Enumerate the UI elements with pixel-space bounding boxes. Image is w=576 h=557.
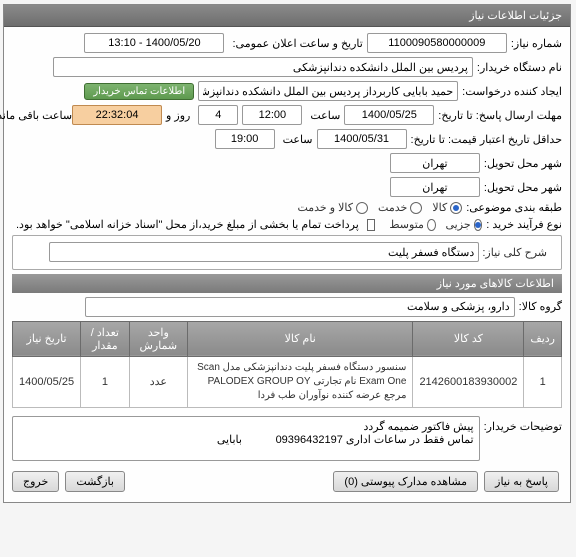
creator-label: ایجاد کننده درخواست: (463, 85, 563, 98)
row-goods-group: گروه کالا: (13, 297, 563, 317)
radio-service[interactable] (411, 202, 423, 214)
row-creator: ایجاد کننده درخواست: اطلاعات تماس خریدار (13, 81, 563, 101)
row-classification: طبقه بندی موضوعی: کالا خدمت کالا و خدمت (13, 201, 563, 214)
th-unit: واحد شمارش (130, 321, 188, 356)
process-label: نوع فرآیند خرید : (487, 218, 563, 231)
class-label: طبقه بندی موضوعی: (467, 201, 563, 214)
remain-label: ساعت باقی مانده (0, 109, 73, 122)
footer-left: پاسخ به نیاز مشاهده مدارک پیوستی (0) (334, 471, 563, 492)
cell-name: سنسور دستگاه فسفر پلیت دندانپزشکی مدل Sc… (188, 356, 413, 407)
validity-time-label: ساعت (284, 133, 314, 146)
radio-goods[interactable] (451, 202, 463, 214)
cell-qty: 1 (82, 356, 131, 407)
attachments-button[interactable]: مشاهده مدارک پیوستی (0) (334, 471, 479, 492)
radio-goods-label: کالا (433, 201, 448, 214)
validity-date (318, 129, 408, 149)
buyer-device-label: نام دستگاه خریدار: (478, 61, 563, 74)
goods-group-field (86, 297, 516, 317)
exit-button[interactable]: خروج (13, 471, 60, 492)
th-qty: تعداد / مقدار (82, 321, 131, 356)
th-name: نام کالا (188, 321, 413, 356)
city-deliv-label: شهر محل تحویل: (485, 181, 563, 194)
panel-body: شماره نیاز: تاریخ و ساعت اعلان عمومی: نا… (5, 27, 571, 502)
deadline-time-label: ساعت (311, 109, 341, 122)
cell-code: 2142600183930002 (414, 356, 525, 407)
treasury-note: پرداخت تمام یا بخشی از مبلغ خرید،از محل … (17, 218, 360, 231)
row-need-number: شماره نیاز: تاریخ و ساعت اعلان عمومی: (13, 33, 563, 53)
city-need-field (391, 153, 481, 173)
radio-medium[interactable] (428, 219, 437, 231)
items-section-title: اطلاعات کالاهای مورد نیاز (13, 274, 563, 293)
row-process: نوع فرآیند خرید : جزیی متوسط پرداخت تمام… (13, 218, 563, 231)
need-desc-panel: شرح کلی نیاز: (13, 235, 563, 270)
validity-label: حداقل تاریخ اعتبار قیمت: تا تاریخ: (412, 133, 563, 146)
days-left (199, 105, 239, 125)
announce-field (85, 33, 225, 53)
row-deadline: مهلت ارسال پاسخ: تا تاریخ: ساعت روز و سا… (13, 105, 563, 125)
time-remaining (73, 105, 163, 125)
creator-field (199, 81, 459, 101)
cell-idx: 1 (525, 356, 563, 407)
radio-medium-label: متوسط (390, 218, 425, 231)
cell-date: 1400/05/25 (14, 356, 82, 407)
contact-info-button[interactable]: اطلاعات تماس خریدار (85, 83, 195, 100)
days-label: روز و (167, 109, 191, 122)
row-city-deliv: شهر محل تحویل: (13, 177, 563, 197)
row-buyer-notes: توضیحات خریدار: (13, 416, 563, 461)
th-date: تاریخ نیاز (14, 321, 82, 356)
table-header-row: ردیف کد کالا نام کالا واحد شمارش تعداد /… (14, 321, 563, 356)
buyer-notes-label: توضیحات خریدار: (485, 416, 563, 433)
footer-bar: پاسخ به نیاز مشاهده مدارک پیوستی (0) باز… (13, 467, 563, 496)
panel-title: جزئیات اطلاعات نیاز (5, 5, 571, 27)
radio-goods-service-label: کالا و خدمت (298, 201, 354, 214)
treasury-checkbox[interactable] (368, 219, 377, 231)
radio-minor-label: جزیی (447, 218, 472, 231)
row-buyer-device: نام دستگاه خریدار: (13, 57, 563, 77)
need-details-panel: جزئیات اطلاعات نیاز شماره نیاز: تاریخ و … (4, 4, 572, 503)
footer-right: بازگشت خروج (13, 471, 129, 492)
cell-unit: عدد (130, 356, 188, 407)
deadline-time (243, 105, 303, 125)
need-no-label: شماره نیاز: (512, 37, 563, 50)
need-desc-label: شرح کلی نیاز: (483, 246, 548, 259)
deadline-label: مهلت ارسال پاسخ: تا تاریخ: (439, 109, 563, 122)
radio-minor[interactable] (475, 219, 484, 231)
table-row: 1 2142600183930002 سنسور دستگاه فسفر پلی… (14, 356, 563, 407)
deadline-date (345, 105, 435, 125)
buyer-device-field (54, 57, 474, 77)
city-deliv-field (391, 177, 481, 197)
row-city-need: شهر محل تحویل: (13, 153, 563, 173)
row-price-validity: حداقل تاریخ اعتبار قیمت: تا تاریخ: ساعت (13, 129, 563, 149)
buyer-notes-field (13, 416, 481, 461)
return-button[interactable]: بازگشت (66, 471, 126, 492)
need-desc-field (50, 242, 480, 262)
respond-button[interactable]: پاسخ به نیاز (485, 471, 560, 492)
validity-time (216, 129, 276, 149)
city-need-label: شهر محل تحویل: (485, 157, 563, 170)
th-code: کد کالا (414, 321, 525, 356)
announce-label: تاریخ و ساعت اعلان عمومی: (233, 37, 363, 50)
need-no-field (368, 33, 508, 53)
th-idx: ردیف (525, 321, 563, 356)
items-table: ردیف کد کالا نام کالا واحد شمارش تعداد /… (13, 321, 563, 408)
radio-goods-service[interactable] (357, 202, 369, 214)
radio-service-label: خدمت (379, 201, 408, 214)
goods-group-label: گروه کالا: (520, 300, 563, 313)
